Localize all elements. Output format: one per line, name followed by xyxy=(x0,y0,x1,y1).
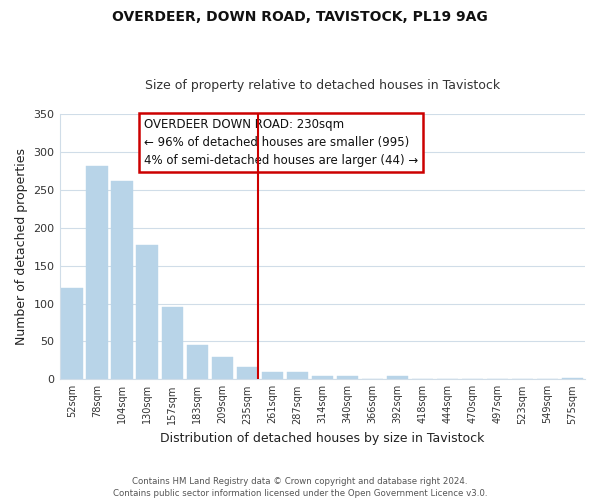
Bar xyxy=(212,358,233,380)
Bar xyxy=(562,378,583,380)
Bar xyxy=(287,372,308,380)
Text: OVERDEER, DOWN ROAD, TAVISTOCK, PL19 9AG: OVERDEER, DOWN ROAD, TAVISTOCK, PL19 9AG xyxy=(112,10,488,24)
Y-axis label: Number of detached properties: Number of detached properties xyxy=(15,148,28,345)
Bar xyxy=(161,306,183,380)
Bar xyxy=(311,376,333,380)
Text: OVERDEER DOWN ROAD: 230sqm
← 96% of detached houses are smaller (995)
4% of semi: OVERDEER DOWN ROAD: 230sqm ← 96% of deta… xyxy=(143,118,418,167)
Bar xyxy=(187,345,208,380)
Bar xyxy=(337,376,358,380)
Text: Contains HM Land Registry data © Crown copyright and database right 2024.
Contai: Contains HM Land Registry data © Crown c… xyxy=(113,476,487,498)
Bar xyxy=(236,367,258,380)
Bar xyxy=(86,166,108,380)
X-axis label: Distribution of detached houses by size in Tavistock: Distribution of detached houses by size … xyxy=(160,432,484,445)
Bar xyxy=(61,288,83,380)
Bar xyxy=(262,372,283,380)
Bar xyxy=(387,376,408,380)
Bar xyxy=(112,182,133,380)
Bar xyxy=(136,245,158,380)
Title: Size of property relative to detached houses in Tavistock: Size of property relative to detached ho… xyxy=(145,79,500,92)
